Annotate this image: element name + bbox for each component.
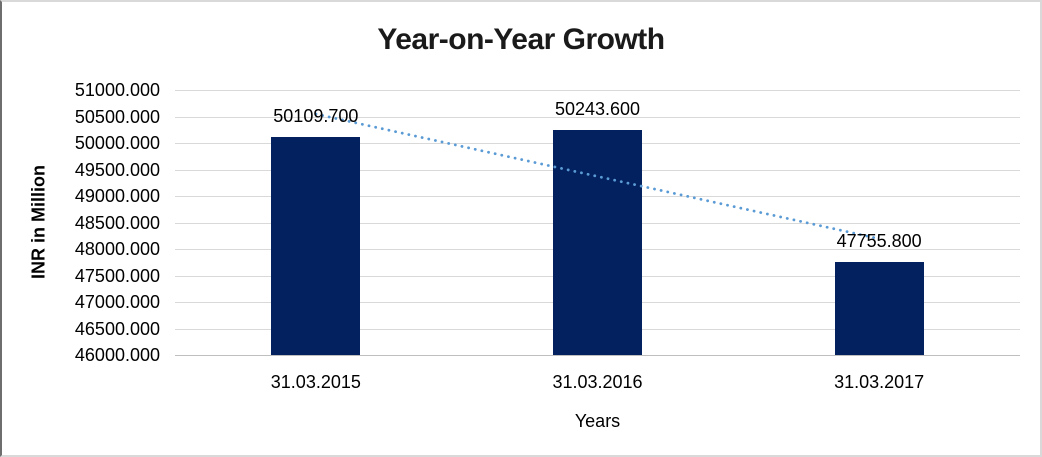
- y-tick-label: 49000.000: [74, 186, 160, 206]
- data-label: 50243.600: [554, 99, 641, 120]
- x-axis-line: [175, 355, 1020, 356]
- y-tick-label: 50500.000: [74, 106, 160, 127]
- gridline: [175, 117, 1020, 118]
- y-tick-label: 47000.000: [74, 292, 160, 312]
- y-tick-label: 48000.000: [74, 239, 160, 259]
- x-tick-label: 31.03.2016: [552, 372, 643, 392]
- y-tick-label: 46500.000: [74, 318, 160, 339]
- y-tick-label: 47500.000: [74, 265, 160, 286]
- bar-31.03.2015: [271, 137, 361, 355]
- y-tick-label: 49500.000: [74, 159, 160, 180]
- bar-31.03.2017: [834, 261, 924, 355]
- x-tick-label: 31.03.2017: [834, 372, 925, 392]
- y-tick-label: 51000.000: [74, 80, 160, 100]
- plot-area: [175, 90, 1020, 356]
- y-tick-label: 48500.000: [74, 212, 160, 233]
- gridline: [175, 90, 1020, 91]
- y-tick-label: 46000.000: [74, 345, 160, 365]
- trendline-path: [314, 112, 881, 241]
- chart-title: Year-on-Year Growth: [377, 23, 665, 56]
- y-tick-label: 50000.000: [74, 133, 160, 153]
- x-axis-title: Years: [574, 411, 621, 431]
- trendline: [314, 112, 881, 241]
- bar-31.03.2016: [553, 130, 642, 355]
- x-tick-label: 31.03.2015: [270, 372, 361, 392]
- data-label: 50109.700: [273, 106, 359, 127]
- data-label: 47755.800: [836, 230, 922, 251]
